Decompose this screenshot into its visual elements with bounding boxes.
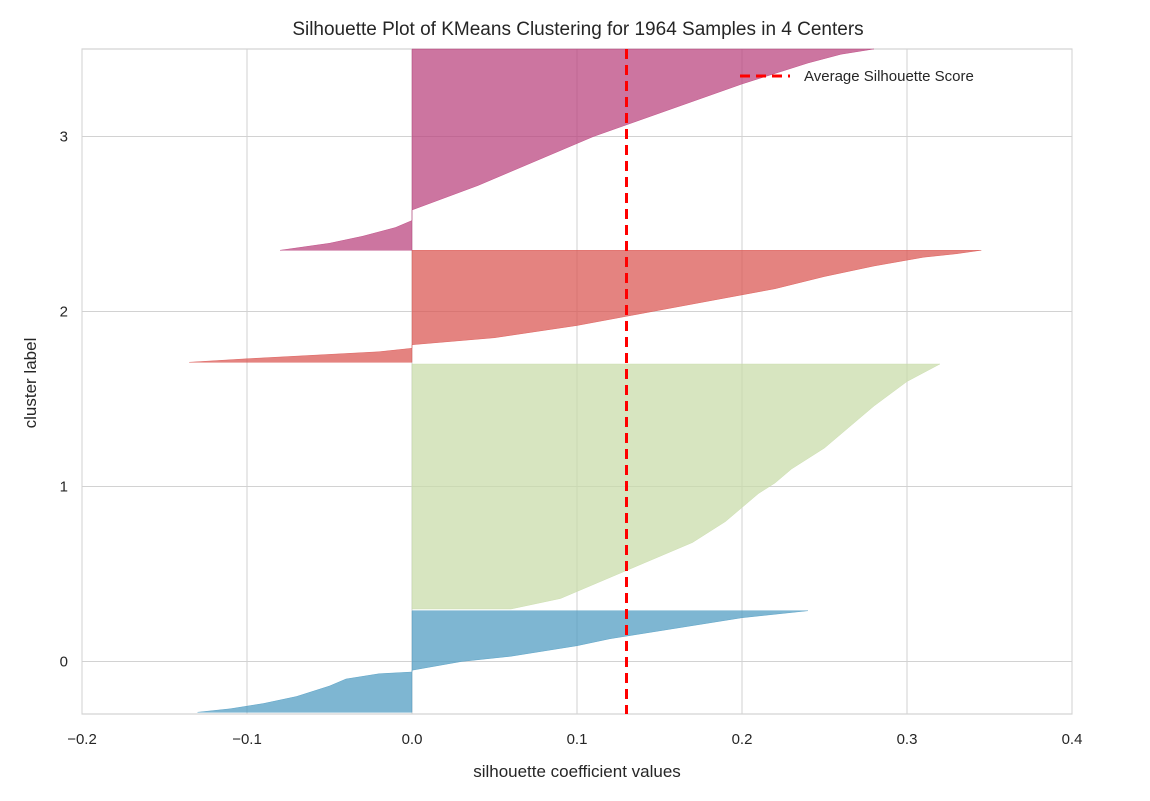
- y-tick-label: 2: [60, 304, 68, 321]
- y-tick-label: 1: [60, 479, 68, 496]
- cluster-1-area: [411, 363, 941, 610]
- legend-label: Average Silhouette Score: [804, 68, 974, 85]
- chart-title: Silhouette Plot of KMeans Clustering for…: [292, 19, 863, 40]
- series-layer: [189, 48, 982, 713]
- y-axis-label: cluster label: [21, 338, 40, 429]
- x-tick-label: 0.1: [567, 731, 588, 748]
- y-tick-label: 3: [60, 129, 68, 146]
- x-tick-label: 0.3: [897, 731, 918, 748]
- x-axis-label: silhouette coefficient values: [473, 762, 681, 781]
- cluster-3-area: [279, 48, 875, 251]
- x-tick-label: 0.4: [1062, 731, 1083, 748]
- y-axis-ticks: 0 1 2 3: [60, 129, 68, 671]
- cluster-0-area: [197, 610, 809, 713]
- legend: Average Silhouette Score: [740, 68, 974, 85]
- y-tick-label: 0: [60, 654, 68, 671]
- x-tick-label: 0.2: [732, 731, 753, 748]
- x-tick-label: −0.2: [67, 731, 97, 748]
- cluster-2-area: [189, 250, 982, 363]
- x-tick-label: −0.1: [232, 731, 262, 748]
- x-axis-ticks: −0.2 −0.1 0.0 0.1 0.2 0.3 0.4: [67, 731, 1082, 748]
- x-tick-label: 0.0: [402, 731, 423, 748]
